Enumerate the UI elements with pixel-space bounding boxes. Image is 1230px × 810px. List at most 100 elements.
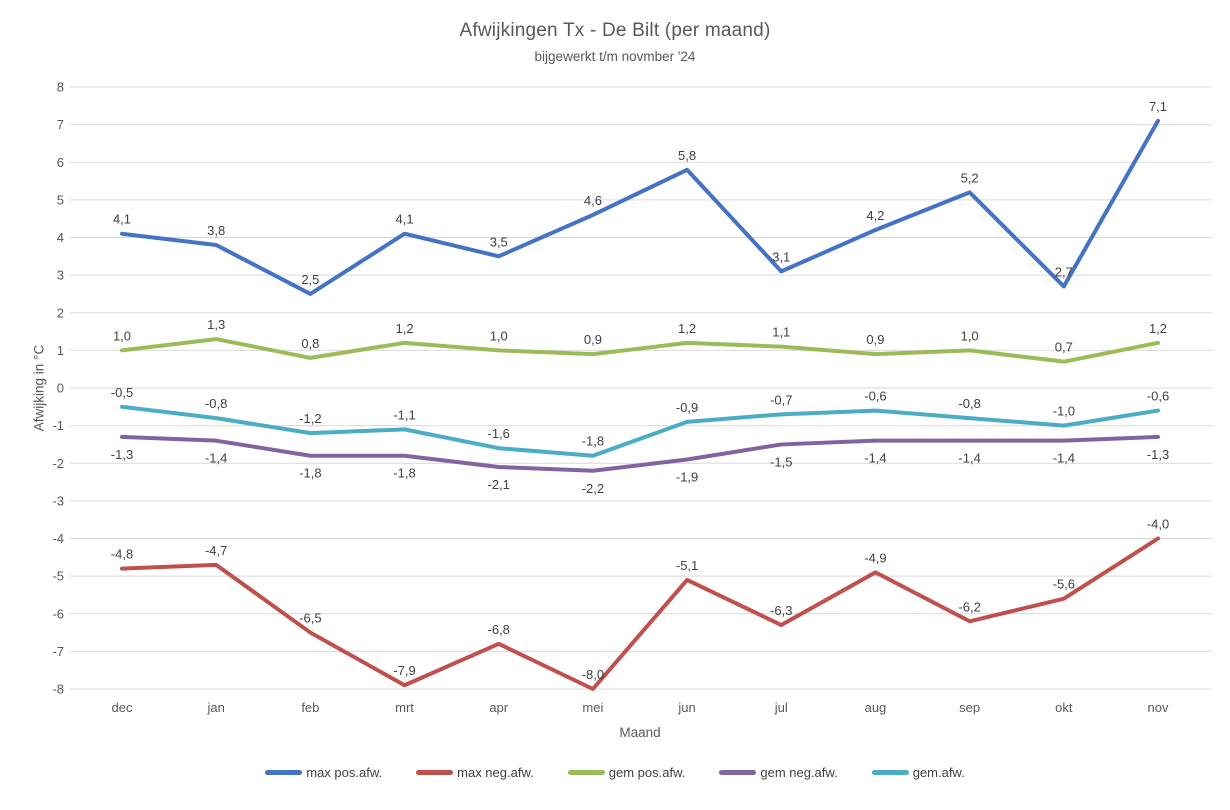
y-axis-title: Afwijking in °C [31, 344, 47, 432]
data-label: -4,7 [205, 543, 227, 558]
y-tick-label: -8 [52, 682, 64, 697]
y-tick-label: 2 [57, 305, 64, 320]
data-label: 7,1 [1149, 99, 1167, 114]
data-label: -1,4 [1053, 451, 1075, 466]
data-label: -0,7 [770, 392, 792, 407]
x-tick-label: okt [1055, 700, 1073, 715]
y-tick-label: 3 [57, 268, 64, 283]
data-label: -1,8 [299, 466, 321, 481]
x-tick-label: aug [865, 700, 887, 715]
data-label: 4,1 [113, 212, 131, 227]
data-label: -1,8 [582, 434, 604, 449]
data-label: 4,1 [396, 212, 414, 227]
data-label: 1,2 [396, 321, 414, 336]
data-label: 0,9 [584, 332, 602, 347]
data-label: -0,8 [205, 396, 227, 411]
series-line [120, 404, 1160, 458]
data-label: -5,1 [676, 558, 698, 573]
data-label: -6,3 [770, 603, 792, 618]
series-line [120, 536, 1160, 691]
data-label: 0,8 [301, 336, 319, 351]
y-tick-label: 7 [57, 117, 64, 132]
data-label: 1,0 [113, 328, 131, 343]
y-tick-label: 5 [57, 192, 64, 207]
data-label: -1,4 [864, 451, 886, 466]
data-label: 3,1 [772, 249, 790, 264]
data-label: 5,8 [678, 148, 696, 163]
legend-item: gem pos.afw. [567, 765, 685, 780]
data-label: -1,2 [299, 411, 321, 426]
x-tick-label: feb [301, 700, 319, 715]
data-label: -1,3 [1147, 447, 1169, 462]
y-tick-label: -3 [52, 493, 64, 508]
data-label: 2,7 [1055, 264, 1073, 279]
data-label: -2,2 [582, 481, 604, 496]
data-label: 4,2 [866, 208, 884, 223]
x-tick-label: jul [774, 700, 788, 715]
chart-title: Afwijkingen Tx - De Bilt (per maand) [459, 20, 771, 41]
data-label: -1,0 [1053, 404, 1075, 419]
data-label: 1,0 [490, 328, 508, 343]
data-label: 5,2 [961, 170, 979, 185]
y-tick-label: 0 [57, 381, 64, 396]
y-tick-label: 4 [57, 230, 64, 245]
legend-swatch [719, 770, 757, 775]
data-label: -0,6 [1147, 389, 1169, 404]
y-tick-label: 8 [57, 80, 64, 95]
y-tick-label: -1 [52, 418, 64, 433]
legend-swatch [871, 770, 909, 775]
data-label: -4,9 [864, 550, 886, 565]
legend-label: gem neg.afw. [760, 765, 838, 780]
y-tick-label: -6 [52, 606, 64, 621]
data-label: -0,8 [958, 396, 980, 411]
legend-swatch [416, 770, 454, 775]
legend-label: gem.afw. [912, 765, 965, 780]
x-tick-label: sep [959, 700, 980, 715]
chart-subtitle: bijgewerkt t/m novmber '24 [534, 49, 696, 64]
data-label: -1,5 [770, 454, 792, 469]
data-label: -1,6 [488, 426, 510, 441]
data-label: -1,9 [676, 469, 698, 484]
series-line [120, 118, 1160, 296]
data-label: -6,8 [488, 622, 510, 637]
data-label: -7,9 [393, 663, 415, 678]
data-label: -8,0 [582, 667, 604, 682]
data-label: 1,3 [207, 317, 225, 332]
y-tick-label: 1 [57, 343, 64, 358]
x-tick-label: nov [1148, 700, 1169, 715]
legend-item: max pos.afw. [265, 765, 382, 780]
x-tick-label: mrt [395, 700, 414, 715]
x-tick-label: jan [207, 700, 225, 715]
x-tick-label: dec [112, 700, 133, 715]
data-label: -4,0 [1147, 517, 1169, 532]
legend-item: gem.afw. [871, 765, 965, 780]
data-label: -4,8 [111, 547, 133, 562]
x-tick-label: mei [582, 700, 603, 715]
data-label: -1,3 [111, 447, 133, 462]
data-label: 0,9 [866, 332, 884, 347]
y-tick-label: -4 [52, 531, 64, 546]
data-label: 1,1 [772, 325, 790, 340]
y-tick-label: -5 [52, 569, 64, 584]
y-tick-label: 6 [57, 155, 64, 170]
series-line [120, 337, 1160, 364]
data-label: 0,7 [1055, 340, 1073, 355]
data-label: 3,8 [207, 223, 225, 238]
data-label: -1,1 [393, 407, 415, 422]
data-label: -0,9 [676, 400, 698, 415]
chart-legend: max pos.afw. max neg.afw. gem pos.afw. gem … [0, 765, 1230, 780]
legend-item: gem neg.afw. [719, 765, 838, 780]
data-label: 2,5 [301, 272, 319, 287]
legend-swatch [567, 770, 605, 775]
x-tick-label: jun [677, 700, 695, 715]
data-label: 4,6 [584, 193, 602, 208]
data-label: -5,6 [1053, 577, 1075, 592]
data-label: 1,2 [678, 321, 696, 336]
y-tick-label: -2 [52, 456, 64, 471]
x-axis-title: Maand [619, 725, 661, 740]
legend-label: max pos.afw. [306, 765, 383, 780]
data-label: 3,5 [490, 234, 508, 249]
x-tick-label: apr [489, 700, 508, 715]
